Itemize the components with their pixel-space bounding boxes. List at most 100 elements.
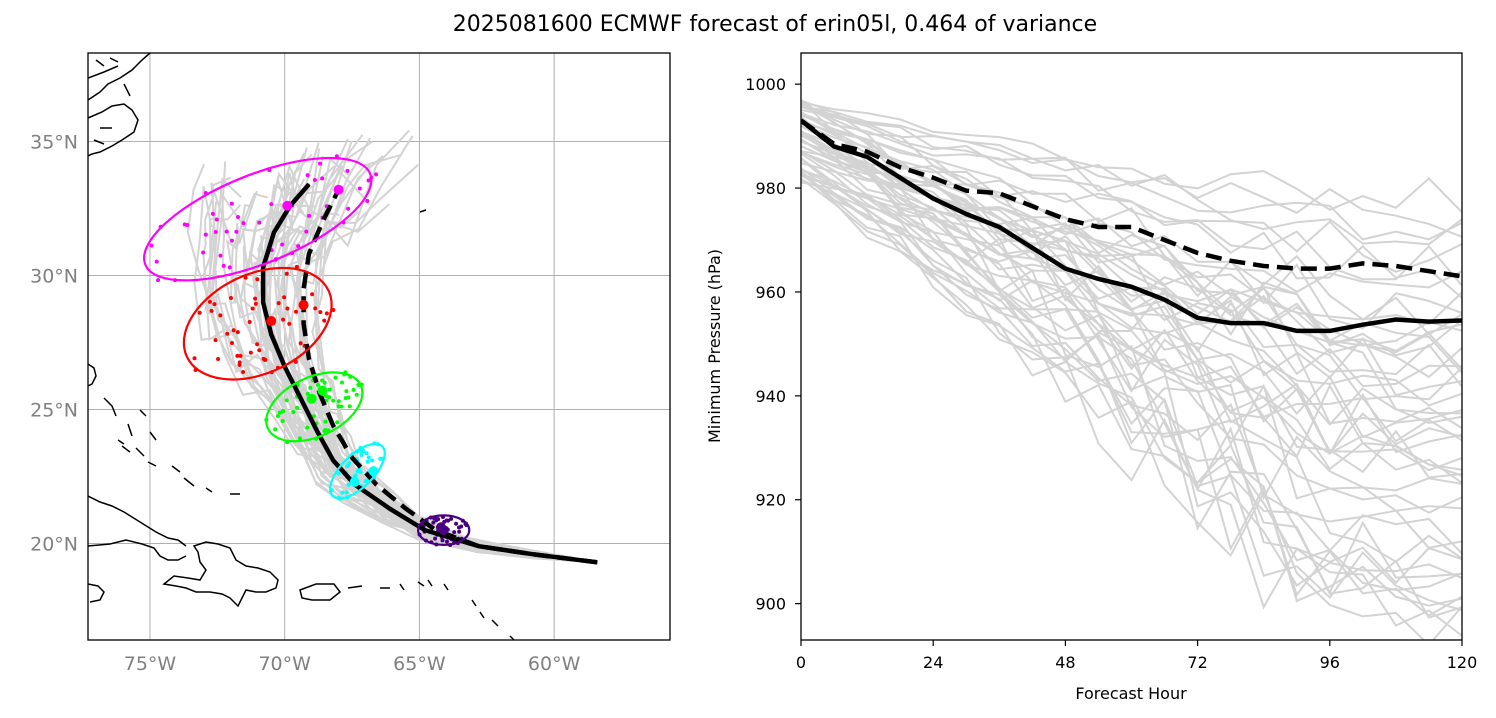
ensemble-position-dot	[311, 414, 316, 419]
ensemble-pressure-line	[801, 169, 1462, 426]
ensemble-position-dot	[280, 418, 285, 423]
ensemble-position-dot	[235, 330, 240, 335]
ensemble-position-dot	[287, 321, 292, 326]
ensemble-position-dot	[345, 168, 350, 173]
y-tick-label: 1000	[745, 75, 786, 94]
mean-position-marker	[282, 200, 293, 211]
uncertainty-ellipse	[182, 266, 333, 381]
ensemble-position-dot	[304, 229, 309, 234]
x-tick-label: 48	[1055, 653, 1075, 672]
uncertainty-ellipse	[329, 442, 386, 500]
ensemble-pressure-line	[801, 170, 1462, 617]
y-tick-label: 960	[755, 283, 786, 302]
ensemble-pressure-line	[801, 134, 1462, 379]
ensemble-position-dot	[269, 202, 274, 207]
x-tick-label: 0	[796, 653, 806, 672]
x-tick-label: 72	[1187, 653, 1207, 672]
map-x-tick-label: 60°W	[528, 653, 581, 675]
ensemble-track	[281, 140, 598, 564]
coastlines	[88, 53, 515, 640]
mean-position-marker	[266, 316, 277, 327]
ensemble-position-dot	[351, 387, 356, 392]
ensemble-position-dot	[353, 473, 358, 478]
ensemble-pressure-line	[801, 132, 1462, 479]
ensemble-position-dot	[340, 380, 345, 385]
track-map-panel: 75°W 70°W 65°W 60°W 20°N 25°N 30°N 35°N	[30, 52, 671, 675]
ensemble-position-dot	[295, 405, 300, 410]
ensemble-position-dot	[229, 341, 234, 346]
ensemble-pressure-line	[801, 99, 1462, 592]
mean-position-marker	[368, 466, 379, 477]
ensemble-position-dot	[296, 244, 301, 249]
map-y-tick-label: 35°N	[30, 131, 78, 153]
map-frame	[87, 52, 671, 641]
ensemble-position-dot	[228, 295, 233, 300]
ensemble-position-dot	[366, 455, 371, 460]
ensemble-position-dot	[442, 519, 447, 524]
ensemble-position-dot	[280, 242, 285, 247]
ensemble-position-dot	[294, 264, 299, 269]
mean-position-marker	[435, 522, 446, 533]
ensemble-pressure-line	[801, 174, 1462, 549]
ensemble-position-dot	[444, 539, 449, 544]
us-east-coast	[88, 53, 151, 157]
ensemble-position-dot	[273, 427, 278, 432]
ensemble-position-dot	[333, 375, 338, 380]
ensemble-position-dot	[297, 436, 302, 441]
ensemble-position-dot	[322, 380, 327, 385]
ensemble-position-dot	[336, 399, 341, 404]
ensemble-position-dot	[359, 452, 364, 457]
ensemble-position-dot	[440, 538, 445, 543]
ensemble-position-dot	[248, 350, 253, 355]
ensemble-position-dot	[310, 292, 315, 297]
ensemble-position-dot	[261, 356, 266, 361]
mean-position-marker	[349, 476, 360, 487]
x-tick-label: 120	[1447, 653, 1478, 672]
ensemble-position-dot	[243, 275, 248, 280]
ensemble-position-dot	[323, 394, 328, 399]
ensemble-position-dot	[284, 271, 289, 276]
ensemble-position-dot	[218, 253, 223, 258]
ensemble-pressure-line	[801, 168, 1462, 456]
ensemble-position-dot	[308, 385, 313, 390]
ensemble-position-dot	[229, 201, 234, 206]
ensemble-position-dot	[218, 313, 223, 318]
x-tick-label: 24	[923, 653, 943, 672]
ensemble-position-dot	[216, 356, 221, 361]
ensemble-position-dot	[316, 382, 321, 387]
ensemble-position-dot	[322, 318, 327, 323]
ensemble-position-dot	[213, 230, 218, 235]
cuba	[88, 495, 187, 561]
ensemble-position-dot	[285, 306, 290, 311]
ensemble-position-dot	[305, 173, 310, 178]
ensemble-position-dot	[221, 263, 226, 268]
ensemble-position-dot	[276, 301, 281, 306]
ensemble-position-dot	[365, 199, 370, 204]
ensemble-position-dot	[253, 296, 258, 301]
ensemble-position-dot	[225, 331, 230, 336]
ensemble-position-dot	[201, 250, 206, 255]
ensemble-pressure-line	[801, 150, 1462, 563]
ensemble-pressure-line	[801, 118, 1462, 397]
ensemble-position-dot	[231, 328, 236, 333]
ensemble-pressure-line	[801, 105, 1462, 238]
ensemble-position-dot	[354, 392, 359, 397]
ensemble-position-dot	[277, 410, 282, 415]
ensemble-position-dot	[210, 211, 215, 216]
y-tick-label: 940	[755, 387, 786, 406]
ensemble-position-dot	[235, 353, 240, 358]
ensemble-position-dot	[452, 530, 457, 535]
mean-position-marker	[333, 184, 344, 195]
ensemble-position-dot	[459, 524, 464, 529]
ensemble-position-dot	[298, 341, 303, 346]
map-gridlines	[88, 53, 670, 640]
ensemble-position-dot	[305, 425, 310, 430]
ensemble-position-dot	[331, 398, 336, 403]
mean-position-markers	[266, 184, 449, 536]
ensemble-position-dot	[247, 319, 252, 324]
ensemble-position-dot	[185, 223, 190, 228]
ensemble-position-dot	[214, 217, 219, 222]
mean-tracks	[260, 182, 598, 565]
mean-position-marker	[306, 393, 317, 404]
